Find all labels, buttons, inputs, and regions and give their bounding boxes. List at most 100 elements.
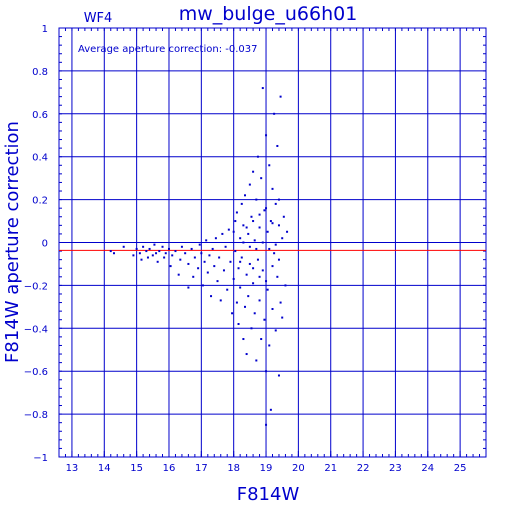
y-tick-label: −0.8 <box>24 410 48 421</box>
data-point <box>146 256 149 259</box>
data-point <box>192 275 195 278</box>
data-point <box>277 198 280 201</box>
data-point <box>276 144 279 147</box>
data-point <box>218 256 221 259</box>
data-point <box>214 237 217 240</box>
data-point <box>232 277 235 280</box>
data-point <box>156 260 159 263</box>
data-point <box>271 307 274 310</box>
data-point <box>240 202 243 205</box>
x-tick-label: 22 <box>357 463 370 474</box>
data-point <box>163 256 166 259</box>
data-point <box>273 252 276 255</box>
data-point <box>171 254 174 257</box>
data-point <box>261 87 264 90</box>
data-point <box>247 232 250 235</box>
data-point <box>234 220 237 223</box>
data-point <box>177 273 180 276</box>
data-point <box>221 232 224 235</box>
y-tick-label: 0.8 <box>32 67 48 78</box>
data-point <box>252 220 255 223</box>
x-tick-label: 17 <box>195 463 208 474</box>
data-point <box>234 250 237 253</box>
data-point <box>201 284 204 287</box>
grid <box>58 27 487 458</box>
data-point <box>284 284 287 287</box>
data-point <box>232 230 235 233</box>
data-point <box>205 239 208 242</box>
data-point <box>248 183 251 186</box>
data-point <box>279 301 282 304</box>
data-point <box>271 187 274 190</box>
data-point <box>187 286 190 289</box>
data-point <box>248 245 251 248</box>
data-point <box>281 237 284 240</box>
data-point <box>252 170 255 173</box>
data-point <box>237 267 240 270</box>
x-tick-label: 13 <box>66 463 79 474</box>
data-point <box>256 155 259 158</box>
data-point <box>197 267 200 270</box>
data-point <box>268 164 271 167</box>
data-point <box>277 374 280 377</box>
data-point <box>198 243 201 246</box>
data-point <box>274 329 277 332</box>
x-tick-label: 25 <box>454 463 467 474</box>
y-tick-label: 0.6 <box>32 110 48 121</box>
data-point <box>231 312 234 315</box>
data-point <box>274 202 277 205</box>
plot-frame <box>58 27 487 458</box>
data-point <box>253 312 256 315</box>
data-point <box>253 239 256 242</box>
data-point <box>179 258 182 261</box>
data-point <box>247 295 250 298</box>
data-point <box>244 194 247 197</box>
data-point <box>167 247 170 250</box>
chart-title: mw_bulge_u66h01 <box>179 3 358 25</box>
data-point <box>203 260 206 263</box>
data-point <box>266 230 269 233</box>
data-point <box>279 95 282 98</box>
data-point <box>265 423 268 426</box>
data-point <box>242 224 245 227</box>
data-point <box>180 245 183 248</box>
data-point <box>211 247 214 250</box>
data-point <box>281 316 284 319</box>
average-annotation: Average aperture correction: -0.037 <box>78 44 258 55</box>
data-point <box>190 247 193 250</box>
data-point <box>245 273 248 276</box>
data-point <box>239 260 242 263</box>
data-point <box>226 288 229 291</box>
data-point <box>206 271 209 274</box>
y-tick-label: 0.2 <box>32 196 48 207</box>
data-point <box>265 134 268 137</box>
data-point <box>250 327 253 330</box>
data-point <box>242 338 245 341</box>
x-tick-label: 21 <box>324 463 337 474</box>
data-point <box>142 245 145 248</box>
data-point <box>250 215 253 218</box>
data-point <box>260 177 263 180</box>
data-point <box>227 228 230 231</box>
data-point <box>263 209 266 212</box>
data-point <box>213 265 216 268</box>
y-tick-labels: −1 −0.8 −0.6 −0.4 −0.2 0 0.2 0.4 0.6 0.8 1 <box>24 24 48 464</box>
data-point <box>239 286 242 289</box>
data-point <box>164 252 167 255</box>
data-point <box>112 252 115 255</box>
data-point <box>266 288 269 291</box>
data-point <box>258 213 261 216</box>
x-tick-label: 19 <box>260 463 273 474</box>
data-point <box>265 207 268 210</box>
panel-label: WF4 <box>84 11 113 26</box>
data-point <box>224 245 227 248</box>
data-point <box>265 280 268 283</box>
data-point <box>145 250 148 253</box>
data-point <box>240 256 243 259</box>
data-point <box>265 370 268 373</box>
data-point <box>269 408 272 411</box>
data-point <box>255 247 258 250</box>
data-point <box>276 275 279 278</box>
data-point <box>255 198 258 201</box>
